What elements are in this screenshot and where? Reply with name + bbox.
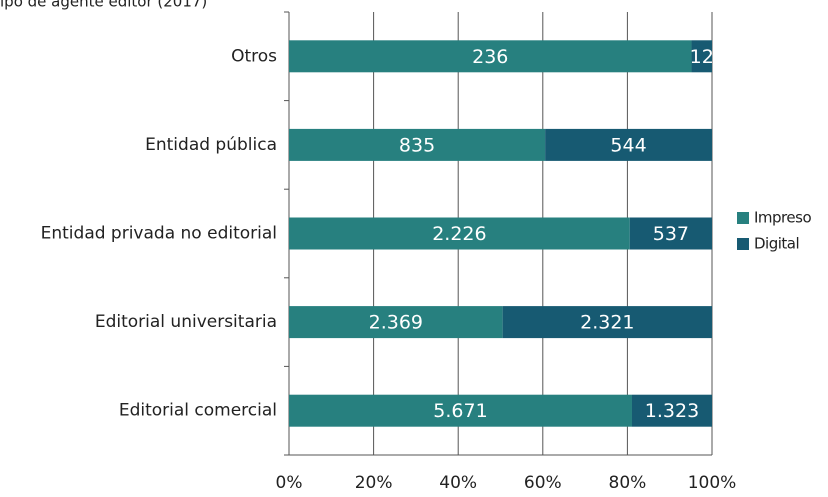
data-label: 1.323: [645, 400, 699, 422]
bar-segment: [502, 306, 712, 339]
y-tick-label: Entidad pública: [145, 135, 277, 155]
data-label: 835: [399, 134, 435, 156]
y-tick-label: Otros: [231, 46, 277, 66]
legend-label: Impreso: [754, 209, 811, 227]
x-tick-label: 0%: [276, 473, 303, 493]
bar-segment: [289, 217, 630, 250]
data-label: 2.369: [369, 312, 423, 334]
x-tick-label: 20%: [355, 473, 393, 493]
bar-segment: [545, 128, 712, 161]
data-label: 12: [690, 46, 714, 68]
bar-segment: [289, 394, 632, 427]
y-tick-label: Editorial universitaria: [95, 312, 277, 332]
bar-segment: [289, 40, 692, 73]
y-tick-label: Editorial comercial: [119, 401, 277, 421]
data-label: 2.321: [580, 312, 634, 334]
x-tick-label: 60%: [524, 473, 562, 493]
bar-segment: [691, 40, 712, 73]
y-tick-label: Entidad privada no editorial: [41, 224, 277, 244]
legend-swatch: [737, 212, 749, 224]
bar-segment: [289, 306, 503, 339]
x-tick-label: 100%: [688, 473, 737, 493]
data-label: 5.671: [433, 400, 487, 422]
legend-swatch: [737, 238, 749, 250]
bar-segment: [289, 128, 546, 161]
x-tick-label: 80%: [609, 473, 647, 493]
data-label: 236: [472, 46, 508, 68]
bar-segment: [629, 217, 712, 250]
data-label: 544: [610, 134, 646, 156]
legend-label: Digital: [754, 235, 799, 253]
bar-segment: [631, 394, 712, 427]
data-label: 2.226: [432, 223, 486, 245]
x-tick-label: 40%: [439, 473, 477, 493]
chart-title: ipo de agente editor (2017): [0, 0, 207, 11]
data-label: 537: [653, 223, 689, 245]
